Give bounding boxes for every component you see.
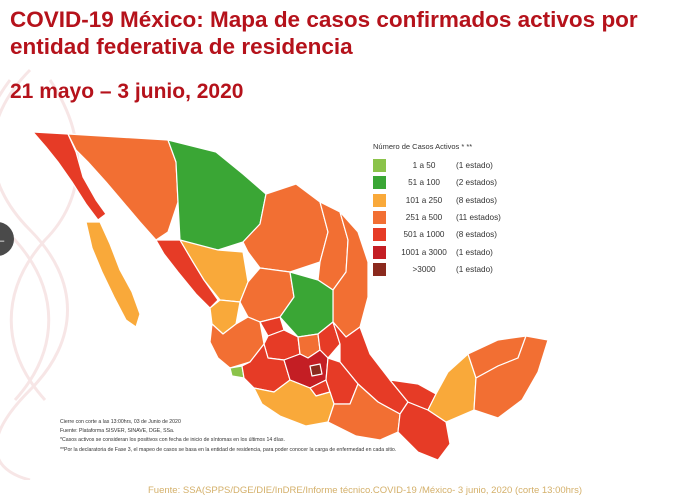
footnotes: Cierre con corte a las 13:00hrs, 03 de J… — [60, 418, 396, 455]
legend-count: (8 estados) — [456, 230, 497, 240]
date-range: 21 mayo – 3 junio, 2020 — [10, 80, 244, 103]
page-title: COVID-19 México: Mapa de casos confirmad… — [10, 7, 638, 59]
legend-range: 1 a 50 — [412, 161, 436, 171]
legend-title: Número de Casos Activos * ** — [373, 142, 473, 151]
legend-range: 251 a 500 — [405, 213, 443, 223]
mexico-map — [32, 131, 549, 461]
state-quintana-roo — [473, 335, 549, 419]
state-chihuahua — [167, 139, 267, 251]
legend-count: (11 estados) — [456, 213, 501, 223]
legend-swatch — [373, 193, 386, 207]
legend-item: 251 a 500 (11 estados) — [373, 209, 536, 226]
legend-swatch — [373, 211, 386, 225]
legend-count: (1 estado) — [456, 161, 493, 171]
legend-count: (1 estado) — [456, 247, 493, 257]
state-guerrero — [253, 379, 335, 427]
arrow-left-icon: ← — [0, 228, 8, 248]
side-panel-toggle[interactable]: ← — [0, 222, 14, 256]
legend-range: >3000 — [412, 264, 436, 274]
legend-count: (8 estados) — [456, 195, 497, 205]
legend-item: 1 a 50 (1 estado) — [373, 157, 536, 174]
state-ciudad-de-mexico — [309, 363, 323, 377]
state-hidalgo — [317, 321, 341, 359]
legend-count: (2 estados) — [456, 178, 497, 188]
legend-range: 1001 a 3000 — [401, 247, 447, 257]
legend-count: (1 estado) — [456, 264, 493, 274]
state-campeche — [427, 353, 477, 423]
legend-range: 51 a 100 — [408, 178, 440, 188]
legend-swatch — [373, 228, 386, 242]
legend-range: 501 a 1000 — [403, 230, 445, 240]
legend-swatch — [373, 245, 386, 259]
legend-swatch — [373, 262, 386, 276]
state-baja-california — [32, 131, 107, 221]
footnote: Cierre con corte a las 13:00hrs, 03 de J… — [60, 419, 181, 425]
legend-item: 501 a 1000 (8 estados) — [373, 226, 536, 243]
footnote: *Casos activos se consideran los positiv… — [60, 437, 285, 444]
legend-item: 1001 a 3000 (1 estado) — [373, 243, 536, 260]
legend-swatch — [373, 176, 386, 190]
legend-item: >3000 (1 estado) — [373, 261, 536, 278]
legend-item: 51 a 100 (2 estados) — [373, 174, 536, 191]
legend-swatch — [373, 159, 386, 173]
footnote: **Por la declaratoria de Fase 3, el mape… — [60, 446, 397, 453]
source-footer: Fuente: SSA(SPPS/DGE/DIE/InDRE/Informe t… — [148, 485, 583, 496]
state-baja-california-sur — [85, 221, 141, 328]
legend: Número de Casos Activos * ** 1 a 50 (1 e… — [373, 142, 536, 278]
legend-range: 101 a 250 — [405, 195, 443, 205]
legend-item: 101 a 250 (8 estados) — [373, 192, 536, 209]
footnote: Fuente: Plataforma SISVER, SINAVE, DGE, … — [60, 428, 175, 435]
